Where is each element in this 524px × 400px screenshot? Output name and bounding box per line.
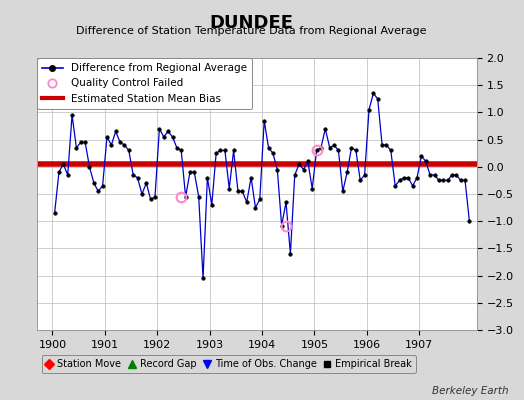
Legend: Difference from Regional Average, Quality Control Failed, Estimated Station Mean: Difference from Regional Average, Qualit… — [37, 58, 252, 109]
Legend: Station Move, Record Gap, Time of Obs. Change, Empirical Break: Station Move, Record Gap, Time of Obs. C… — [41, 355, 416, 373]
Text: DUNDEE: DUNDEE — [210, 14, 293, 32]
Text: Berkeley Earth: Berkeley Earth — [432, 386, 508, 396]
Text: Difference of Station Temperature Data from Regional Average: Difference of Station Temperature Data f… — [77, 26, 427, 36]
